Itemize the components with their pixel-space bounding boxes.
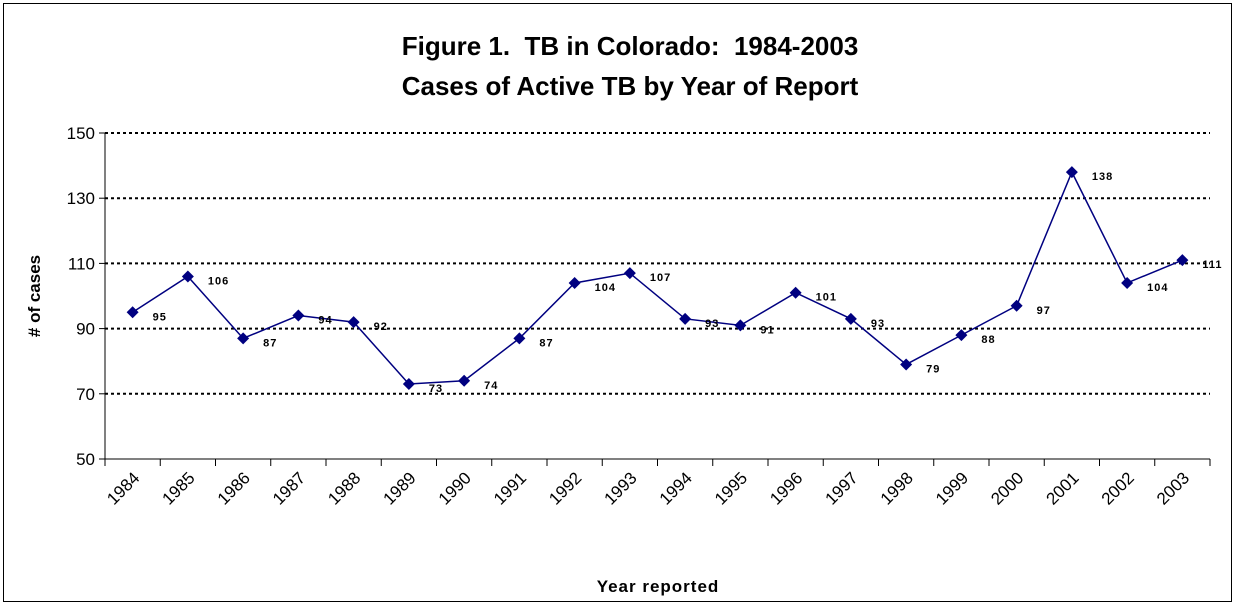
data-label: 92 xyxy=(374,321,388,333)
marker xyxy=(734,319,747,332)
marker xyxy=(568,276,581,289)
marker xyxy=(1176,254,1189,267)
data-label: 79 xyxy=(926,363,940,375)
marker xyxy=(1010,299,1023,312)
data-label: 101 xyxy=(816,292,837,304)
marker xyxy=(458,374,471,387)
y-tick-label: 50 xyxy=(76,450,95,469)
y-tick-label: 130 xyxy=(67,189,95,208)
data-label: 73 xyxy=(429,383,443,395)
data-label: 111 xyxy=(1202,259,1222,271)
marker xyxy=(789,286,802,299)
data-label: 138 xyxy=(1092,171,1113,183)
data-label: 104 xyxy=(1147,282,1168,294)
marker xyxy=(1121,276,1134,289)
marker xyxy=(1065,166,1078,179)
x-axis-label: Year reported xyxy=(597,577,720,596)
chart-border xyxy=(3,3,1232,602)
data-label: 74 xyxy=(484,380,498,392)
marker xyxy=(181,270,194,283)
marker xyxy=(237,332,250,345)
marker xyxy=(347,316,360,329)
marker xyxy=(844,312,857,325)
data-label: 106 xyxy=(208,275,229,287)
y-tick-label: 90 xyxy=(76,320,95,339)
marker xyxy=(900,358,913,371)
chart-subtitle: Cases of Active TB by Year of Report xyxy=(402,71,859,101)
line xyxy=(132,170,1183,385)
y-tick-label: 110 xyxy=(68,254,95,273)
data-label: 95 xyxy=(153,311,167,323)
marker xyxy=(955,329,968,342)
marker xyxy=(292,309,305,322)
data-label: 88 xyxy=(981,334,995,346)
data-label: 97 xyxy=(1037,305,1051,317)
y-tick-label: 70 xyxy=(76,385,95,404)
data-label: 104 xyxy=(595,282,616,294)
data-label: 107 xyxy=(650,272,671,284)
marker xyxy=(126,306,139,319)
data-label: 91 xyxy=(760,324,774,336)
data-label: 87 xyxy=(539,337,553,349)
chart-title: Figure 1. TB in Colorado: 1984-2003 xyxy=(402,31,859,61)
data-label: 94 xyxy=(318,315,332,327)
marker xyxy=(679,312,692,325)
marker xyxy=(402,378,415,391)
data-label: 87 xyxy=(263,337,277,349)
marker xyxy=(623,267,636,280)
data-label: 93 xyxy=(705,318,719,330)
data-label: 93 xyxy=(871,318,885,330)
y-tick-label: 150 xyxy=(67,124,95,143)
y-axis-label: # of cases xyxy=(25,255,44,337)
marker xyxy=(513,332,526,345)
